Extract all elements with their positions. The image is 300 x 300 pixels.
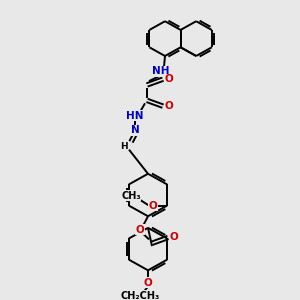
Text: NH: NH: [152, 66, 170, 76]
Text: O: O: [169, 232, 178, 242]
Text: O: O: [149, 201, 158, 211]
Text: O: O: [136, 225, 144, 235]
Text: O: O: [165, 101, 173, 111]
Text: HN: HN: [126, 111, 144, 121]
Text: O: O: [165, 74, 173, 84]
Text: O: O: [144, 278, 152, 288]
Text: CH₃: CH₃: [121, 191, 141, 201]
Text: N: N: [130, 125, 140, 135]
Text: H: H: [120, 142, 128, 151]
Text: CH₂CH₃: CH₂CH₃: [120, 291, 160, 300]
